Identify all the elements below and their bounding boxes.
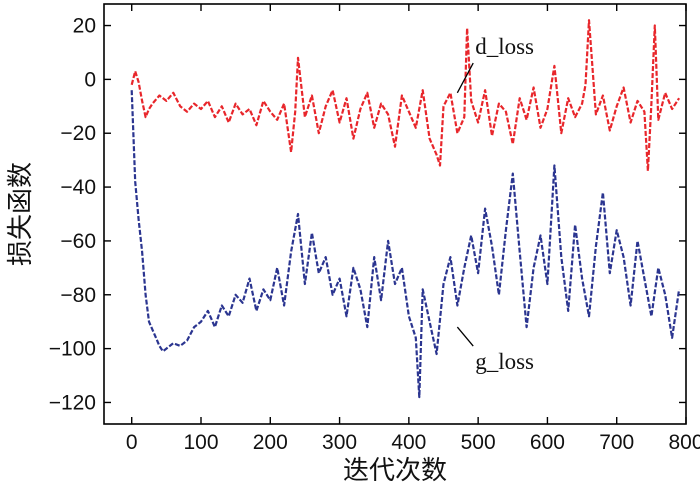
x-tick-label: 600 (530, 431, 565, 454)
x-tick-label: 500 (461, 431, 496, 454)
y-tick-label: −80 (60, 284, 96, 307)
y-tick-label: −40 (60, 176, 96, 199)
plot-frame (103, 3, 687, 425)
y-axis-ticks: 20 0 −20 −40 −60 −80 −100 −120 (49, 15, 686, 414)
x-tick-label: 700 (599, 431, 634, 454)
x-tick-label: 300 (322, 431, 357, 454)
series-layer (130, 19, 681, 399)
series-label: g_loss (475, 349, 534, 374)
y-tick-label: 20 (73, 15, 96, 38)
x-tick-label: 200 (253, 431, 288, 454)
y-tick-label: −20 (60, 122, 96, 145)
y-tick-label: −100 (49, 338, 96, 361)
x-axis-label: 迭代次数 (343, 456, 447, 486)
x-tick-label: 0 (126, 431, 138, 454)
x-tick-label: 400 (391, 431, 426, 454)
x-tick-label: 800 (668, 431, 700, 454)
series-line-d-loss (130, 19, 681, 172)
y-axis-label: 损失函数 (6, 162, 36, 266)
annotation-layer: d_loss g_loss (456, 34, 534, 374)
series-line-g-loss (130, 90, 681, 399)
series-label-leader (456, 326, 474, 347)
y-tick-label: −120 (49, 391, 96, 414)
x-axis-ticks: 0 100 200 300 400 500 600 700 800 (126, 4, 700, 454)
x-tick-label: 100 (183, 431, 218, 454)
series-label: d_loss (475, 34, 534, 59)
y-tick-label: −60 (60, 230, 96, 253)
series-label-leader (456, 62, 474, 94)
y-tick-label: 0 (84, 68, 96, 91)
